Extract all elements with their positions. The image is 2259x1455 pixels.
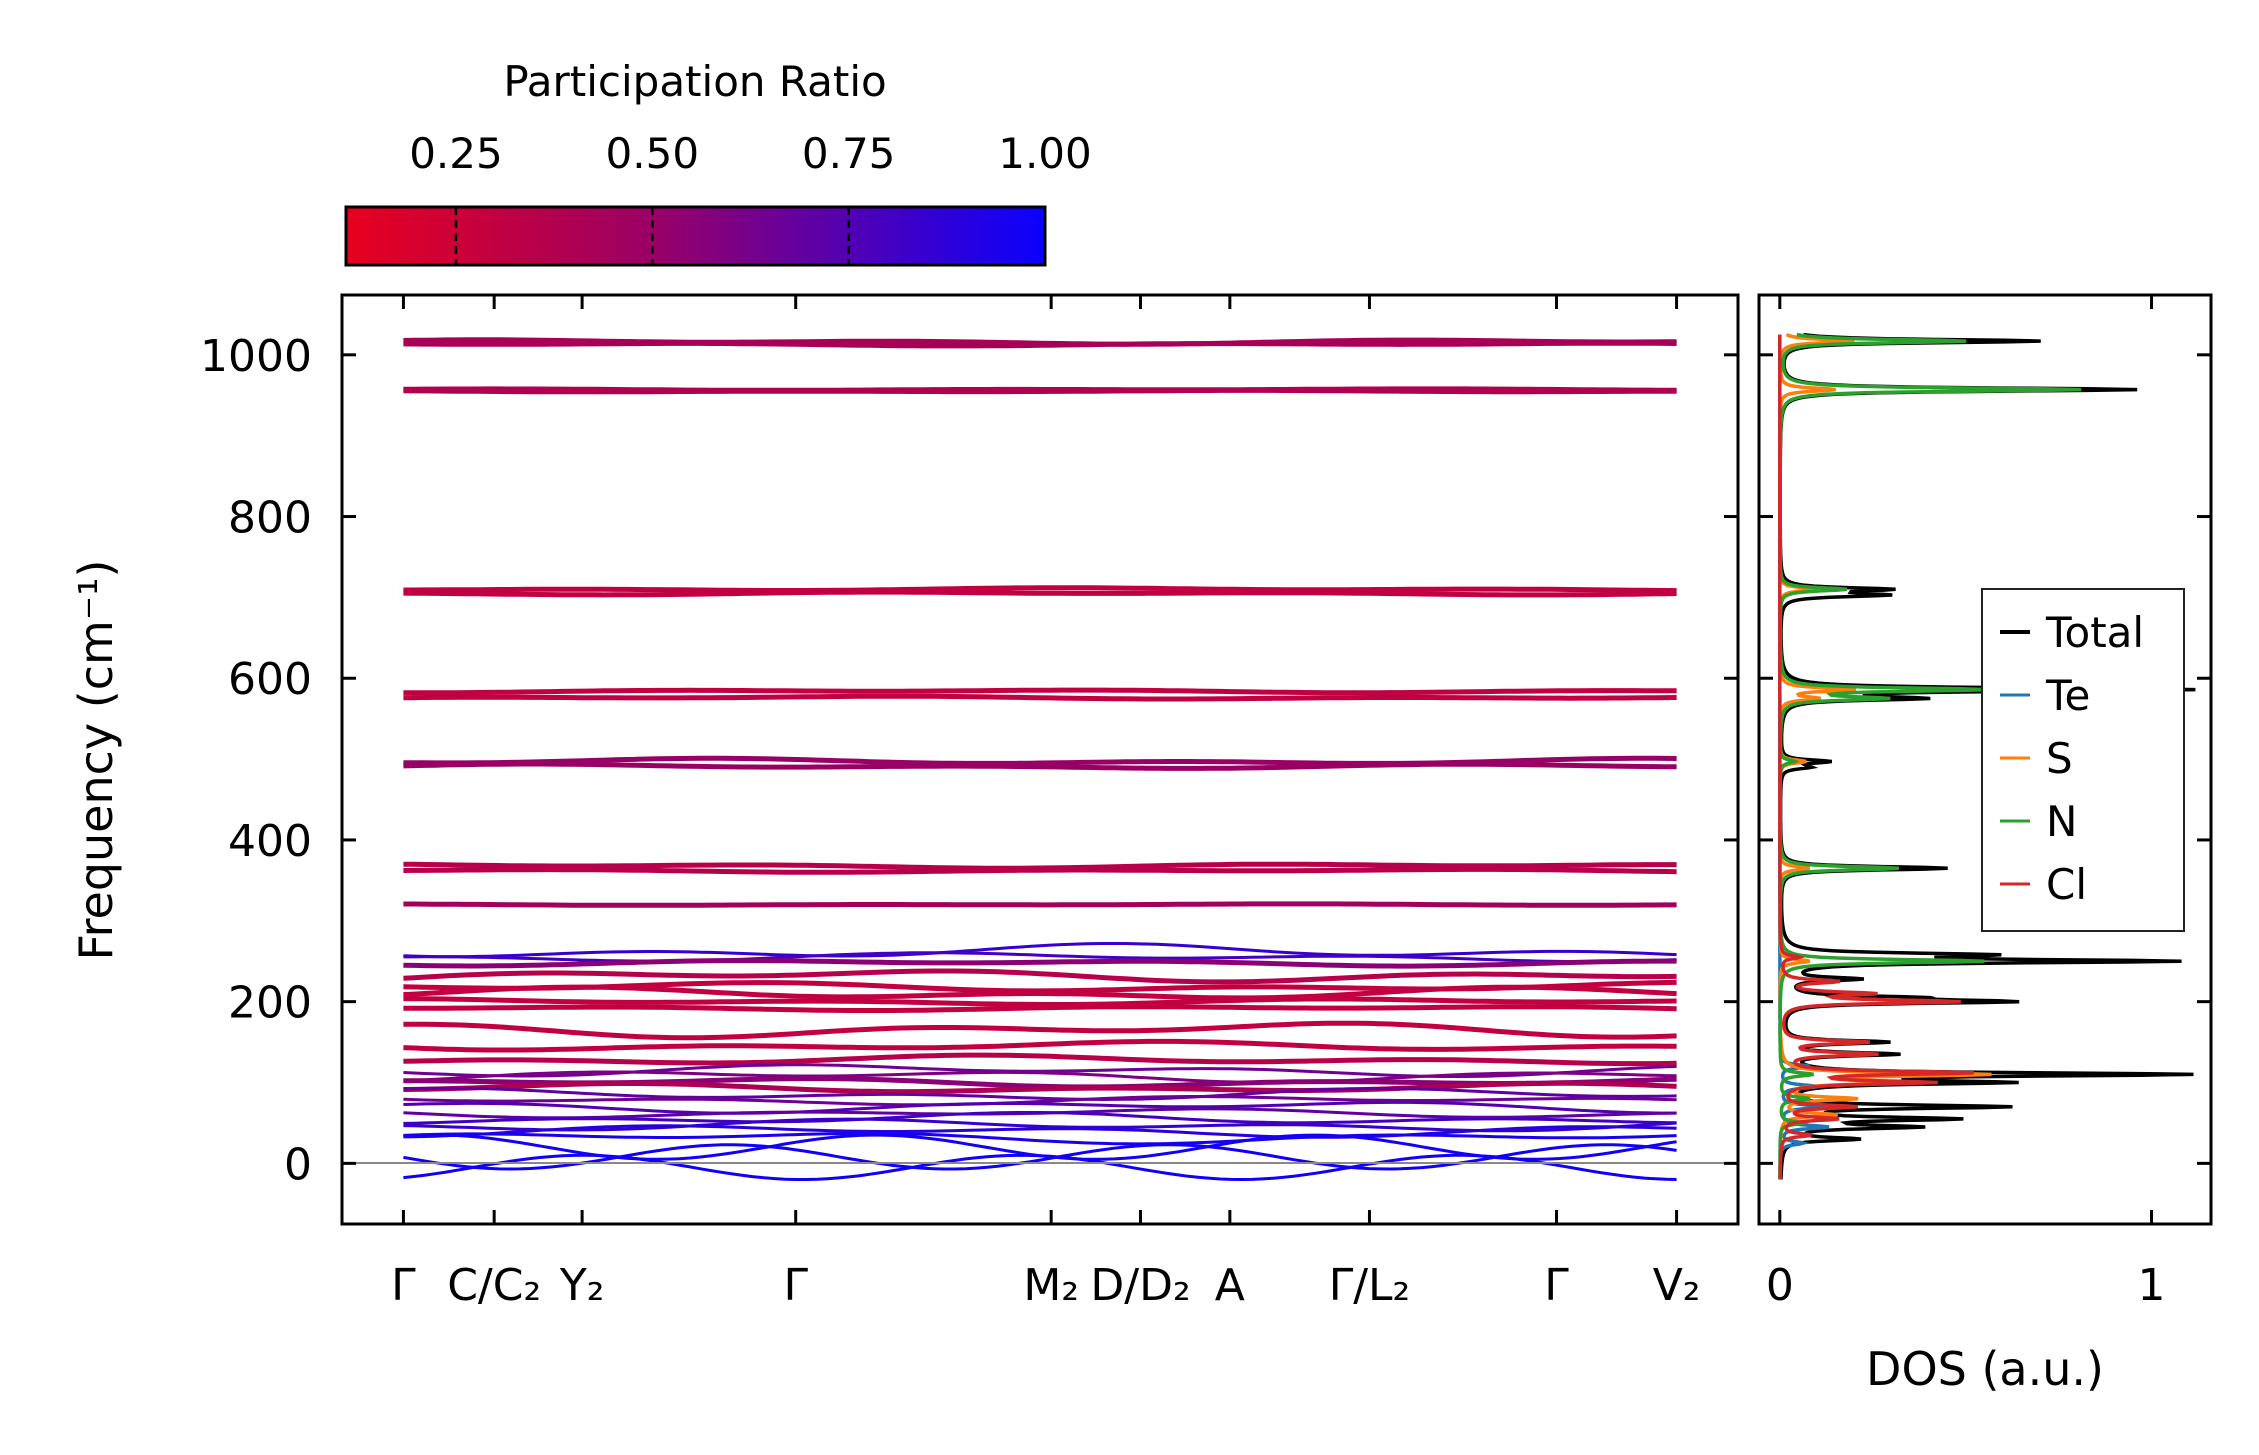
band-line	[403, 1086, 1677, 1102]
band-line	[403, 589, 1677, 598]
band-line	[403, 1100, 1677, 1115]
colorbar-tick-label: 0.50	[606, 129, 700, 178]
band-line	[403, 1124, 1677, 1139]
x-tick-label: A	[1215, 1260, 1245, 1311]
band-line	[403, 1020, 1677, 1041]
legend: Total Te SN Cl	[1981, 588, 2185, 932]
band-line	[403, 761, 1677, 771]
band-line	[403, 1004, 1677, 1013]
y-tick-label: 600	[228, 654, 312, 705]
colorbar-tick-label: 1.00	[998, 129, 1092, 178]
x-tick-label: V₂	[1653, 1260, 1701, 1311]
y-tick-label: 400	[228, 816, 312, 867]
band-line	[403, 984, 1677, 1001]
x-tick-label: C/C₂	[447, 1260, 541, 1311]
x-tick-label: Γ	[1544, 1260, 1569, 1311]
x-tick-label: Y₂	[559, 1260, 605, 1311]
band-line	[403, 387, 1677, 395]
legend-label: N	[2046, 797, 2077, 846]
legend-label: Total	[2045, 608, 2144, 657]
dos-axes	[1757, 293, 2213, 1226]
colorbar	[344, 205, 1047, 267]
band-line	[403, 1052, 1677, 1067]
band-line	[403, 866, 1677, 875]
band-line	[403, 1038, 1677, 1053]
band-axes	[340, 293, 1740, 1226]
band-line	[403, 693, 1677, 702]
legend-label: Te	[2045, 671, 2090, 720]
band-line	[403, 585, 1677, 594]
band-line	[403, 1153, 1677, 1182]
band-line	[403, 1070, 1677, 1084]
y-tick-label: 0	[284, 1139, 312, 1190]
band-line	[403, 1080, 1677, 1095]
x-tick-label: M₂	[1023, 1260, 1079, 1311]
colorbar-tick-label: 0.25	[409, 129, 503, 178]
dos-x-axis-label: DOS (a.u.)	[1866, 1342, 2104, 1396]
band-line	[403, 901, 1677, 908]
colorbar-title: Participation Ratio	[503, 57, 886, 106]
band-line	[403, 687, 1677, 696]
dos-x-tick-label: 1	[2138, 1260, 2166, 1311]
colorbar-tick-label: 0.75	[802, 129, 896, 178]
dos-line-cl	[1778, 334, 1974, 1180]
band-line	[403, 1131, 1677, 1146]
x-tick-label: Γ	[391, 1260, 416, 1311]
y-tick-label: 800	[228, 493, 312, 544]
dos-x-tick-label: 0	[1766, 1260, 1794, 1311]
band-line	[403, 1095, 1677, 1107]
y-tick-label: 1000	[200, 331, 312, 382]
band-line	[403, 340, 1677, 349]
band-line	[403, 996, 1677, 1007]
band-line	[403, 958, 1677, 969]
band-line	[403, 1111, 1677, 1125]
band-line	[403, 942, 1677, 959]
x-tick-label: D/D₂	[1090, 1260, 1190, 1311]
y-tick-label: 200	[228, 978, 312, 1029]
x-tick-label: Γ/L₂	[1329, 1260, 1411, 1311]
x-tick-label: Γ	[783, 1260, 808, 1311]
band-line	[403, 968, 1677, 985]
y-axis-label: Frequency (cm⁻¹)	[69, 560, 123, 961]
legend-label: S	[2046, 734, 2073, 783]
legend-label: Cl	[2046, 860, 2087, 909]
